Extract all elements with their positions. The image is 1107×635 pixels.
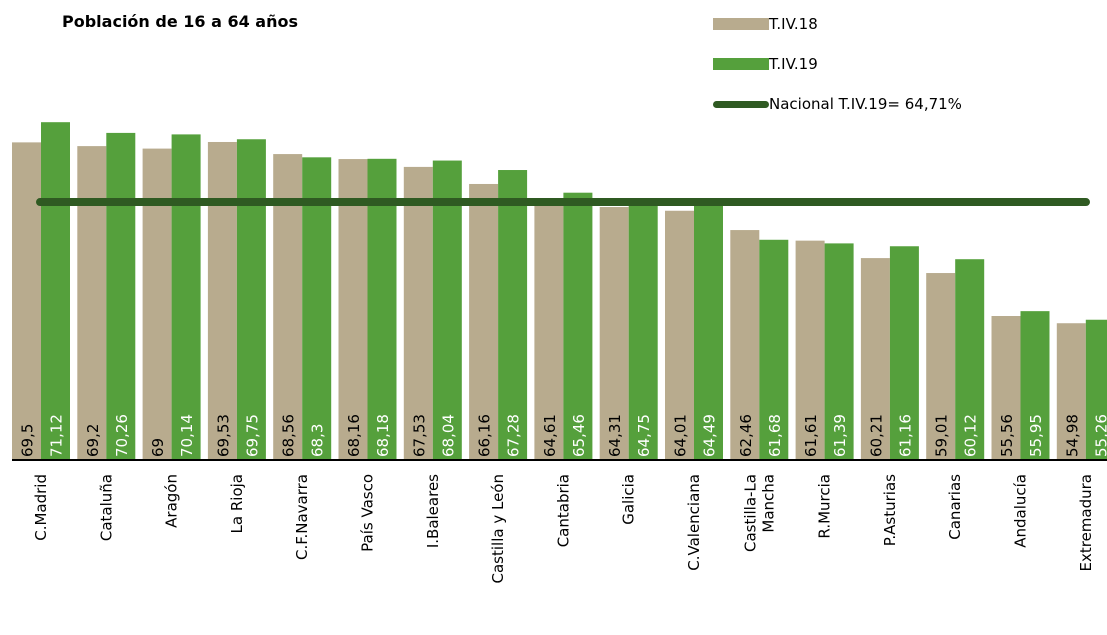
chart-title: Población de 16 a 64 años [62, 12, 298, 31]
legend-item-t-iv-19: T.IV.19 [713, 55, 818, 73]
legend-item-t-iv-18: T.IV.18 [713, 15, 818, 33]
data-label: 70,26 [113, 414, 131, 457]
legend-swatch-t-iv-19 [713, 58, 769, 70]
category-label: Galicia [620, 474, 638, 525]
bar-t-iv-18 [207, 141, 237, 460]
legend-label-t-iv-18: T.IV.18 [769, 15, 818, 33]
legend-swatch-t-iv-18 [713, 18, 769, 30]
category-label: Aragón [163, 474, 181, 528]
category-label: Andalucía [1012, 474, 1030, 548]
bar-t-iv-19 [694, 204, 723, 460]
category-label: País Vasco [359, 474, 377, 552]
data-label: 70,14 [178, 414, 196, 457]
data-label: 64,75 [635, 414, 653, 457]
data-label: 64,01 [672, 414, 690, 457]
bar-t-iv-19 [563, 192, 593, 460]
data-label: 65,46 [570, 414, 588, 457]
category-label: Canarias [946, 474, 964, 540]
bar-t-iv-18 [403, 166, 433, 460]
bar-t-iv-18 [795, 240, 825, 460]
data-label: 61,39 [831, 414, 849, 457]
data-label: 69,53 [214, 414, 232, 457]
data-label: 68,16 [345, 414, 363, 457]
category-label: Cantabria [554, 474, 572, 547]
data-label: 69 [149, 438, 167, 457]
category-label: C.Valenciana [685, 474, 703, 571]
data-label: 64,49 [701, 414, 719, 457]
data-label: 61,16 [896, 414, 914, 457]
data-label: 61,61 [802, 414, 820, 457]
bar-t-iv-19 [955, 259, 985, 460]
bar-t-iv-19 [171, 134, 201, 460]
bar-t-iv-18 [599, 207, 629, 460]
data-label: 67,28 [505, 414, 523, 457]
bar-t-iv-18 [469, 183, 499, 460]
data-label: 69,75 [243, 414, 261, 457]
data-label: 60,21 [867, 414, 885, 457]
category-label: R.Murcia [816, 474, 834, 539]
bar-t-iv-18 [534, 203, 564, 461]
data-label: 55,26 [1092, 414, 1107, 457]
bar-t-iv-18 [926, 273, 956, 460]
bar-t-iv-19 [628, 201, 658, 460]
bar-t-iv-19 [498, 170, 528, 460]
bar-t-iv-19 [889, 246, 919, 460]
bar-t-iv-18 [142, 148, 172, 460]
bar-t-iv-18 [338, 159, 368, 461]
category-label: Extremadura [1077, 474, 1095, 572]
data-label: 68,18 [374, 414, 392, 457]
bar-t-iv-19 [1085, 319, 1107, 460]
data-label: 66,16 [476, 414, 494, 457]
data-label: 60,12 [962, 414, 980, 457]
category-label: C.F.Navarra [293, 474, 311, 560]
category-label: La Rioja [228, 474, 246, 533]
category-label: I.Baleares [424, 474, 442, 548]
data-label: 68,04 [439, 414, 457, 457]
bar-t-iv-18 [991, 316, 1021, 460]
legend-item-nacional: Nacional T.IV.19= 64,71% [713, 95, 962, 113]
bar-t-iv-18 [860, 258, 890, 460]
bar-t-iv-18 [1056, 323, 1086, 460]
data-label: 62,46 [737, 414, 755, 457]
category-label: P.Asturias [881, 474, 899, 546]
bar-t-iv-19 [824, 243, 854, 460]
data-label: 69,2 [84, 424, 102, 457]
bar-t-iv-19 [759, 239, 789, 460]
bar-t-iv-18 [77, 146, 107, 460]
bar-t-iv-19 [1020, 311, 1050, 460]
data-label: 68,56 [280, 414, 298, 457]
data-label: 69,5 [19, 424, 37, 457]
category-label: Castilla y León [489, 474, 507, 583]
data-label: 61,68 [766, 414, 784, 457]
data-label: 64,61 [541, 414, 559, 457]
bar-t-iv-19 [41, 122, 70, 460]
data-label: 64,31 [606, 414, 624, 457]
legend-label-nacional: Nacional T.IV.19= 64,71% [769, 95, 962, 113]
data-label: 71,12 [48, 414, 66, 457]
category-label: Castilla-LaMancha [741, 474, 777, 552]
bar-t-iv-19 [367, 158, 397, 460]
bar-t-iv-19 [432, 160, 462, 460]
category-label: C.Madrid [32, 474, 50, 541]
data-label: 59,01 [933, 414, 951, 457]
bar-t-iv-19 [302, 157, 332, 460]
category-label: Cataluña [97, 474, 115, 541]
data-label: 55,56 [998, 414, 1016, 457]
bar-t-iv-18 [665, 210, 694, 460]
bar-t-iv-19 [236, 139, 266, 460]
data-label: 68,3 [309, 424, 327, 457]
data-label: 67,53 [410, 414, 428, 457]
bar-t-iv-19 [106, 132, 136, 461]
bar-t-iv-18 [12, 142, 41, 461]
legend-label-t-iv-19: T.IV.19 [769, 55, 818, 73]
bar-t-iv-18 [730, 230, 760, 460]
legend-swatch-nacional [713, 100, 769, 108]
data-label: 55,95 [1027, 414, 1045, 457]
data-label: 54,98 [1063, 414, 1081, 457]
